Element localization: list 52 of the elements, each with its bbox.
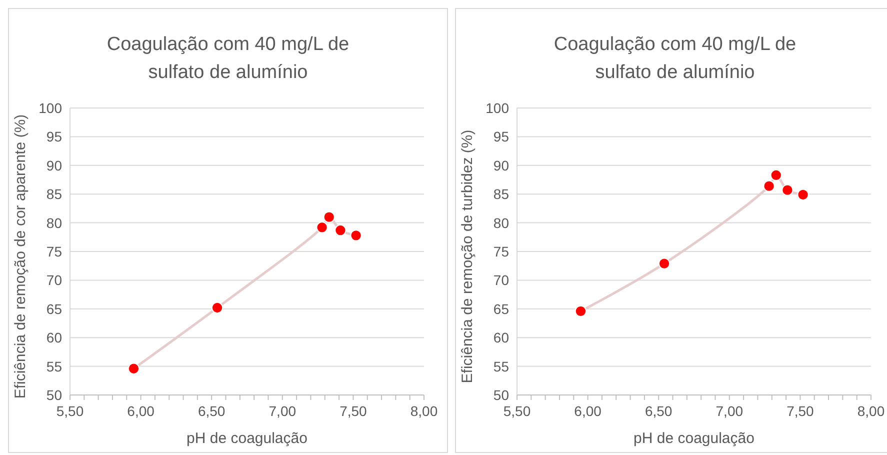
y-tick-label: 75 — [493, 244, 510, 260]
point — [334, 224, 346, 236]
x-tick-label: 6,00 — [574, 403, 602, 419]
x-tick-label: 6,50 — [198, 403, 226, 419]
point — [316, 222, 328, 234]
y-tick-label: 55 — [493, 358, 510, 374]
y-tick-label: 75 — [46, 244, 62, 260]
y-tick-label: 80 — [46, 214, 62, 231]
y-tick-label: 60 — [46, 330, 62, 346]
x-tick-label: 5,50 — [56, 403, 84, 419]
y-tick-label: 50 — [493, 387, 510, 403]
y-tick-label: 55 — [46, 358, 62, 374]
point — [128, 362, 140, 374]
x-tick-label: 6,50 — [644, 403, 672, 419]
x-tick-label: 6,00 — [127, 403, 155, 419]
y-tick-label: 95 — [46, 128, 62, 145]
y-tick-label: 80 — [493, 214, 510, 231]
y-tick-label: 90 — [46, 157, 62, 174]
y-tick-label: 65 — [46, 300, 62, 317]
point — [211, 302, 224, 314]
y-tick-label: 85 — [493, 186, 510, 202]
y-tick-label: 70 — [46, 272, 62, 288]
x-axis-title: pH de coagulação — [186, 430, 308, 447]
x-tick-label: 7,00 — [716, 403, 744, 419]
y-axis-title: Eficiência de remoção de cor aparente (%) — [12, 114, 29, 399]
point — [350, 230, 362, 242]
point — [658, 258, 670, 270]
y-tick-label: 60 — [493, 330, 510, 346]
y-tick-label: 95 — [493, 128, 510, 145]
x-tick-label: 8,00 — [410, 403, 438, 419]
x-tick-label: 7,50 — [340, 403, 368, 419]
y-tick-label: 100 — [486, 100, 510, 116]
point — [782, 184, 794, 196]
y-tick-label: 50 — [46, 387, 62, 403]
point — [797, 188, 809, 201]
x-tick-label: 7,00 — [268, 403, 296, 419]
y-tick-label: 70 — [493, 272, 510, 288]
point — [770, 169, 782, 181]
x-tick-label: 8,00 — [857, 403, 885, 419]
y-axis-title: Eficiência de remoção de turbidez (%) — [459, 130, 476, 384]
y-tick-label: 100 — [38, 100, 62, 116]
x-tick-label: 5,50 — [503, 403, 531, 419]
y-tick-label: 85 — [46, 186, 62, 202]
point — [763, 180, 775, 192]
y-tick-label: 90 — [493, 157, 510, 174]
point — [323, 211, 335, 223]
x-tick-label: 7,50 — [786, 403, 814, 419]
point — [574, 305, 587, 318]
chart-title: Coagulação com 40 mg/L de sulfato de alumínio — [106, 34, 350, 83]
y-tick-label: 65 — [493, 300, 510, 317]
chart-title: Coagulação com 40 mg/L de sulfato de alumínio — [554, 34, 796, 83]
x-axis-title: pH de coagulação — [634, 430, 754, 447]
